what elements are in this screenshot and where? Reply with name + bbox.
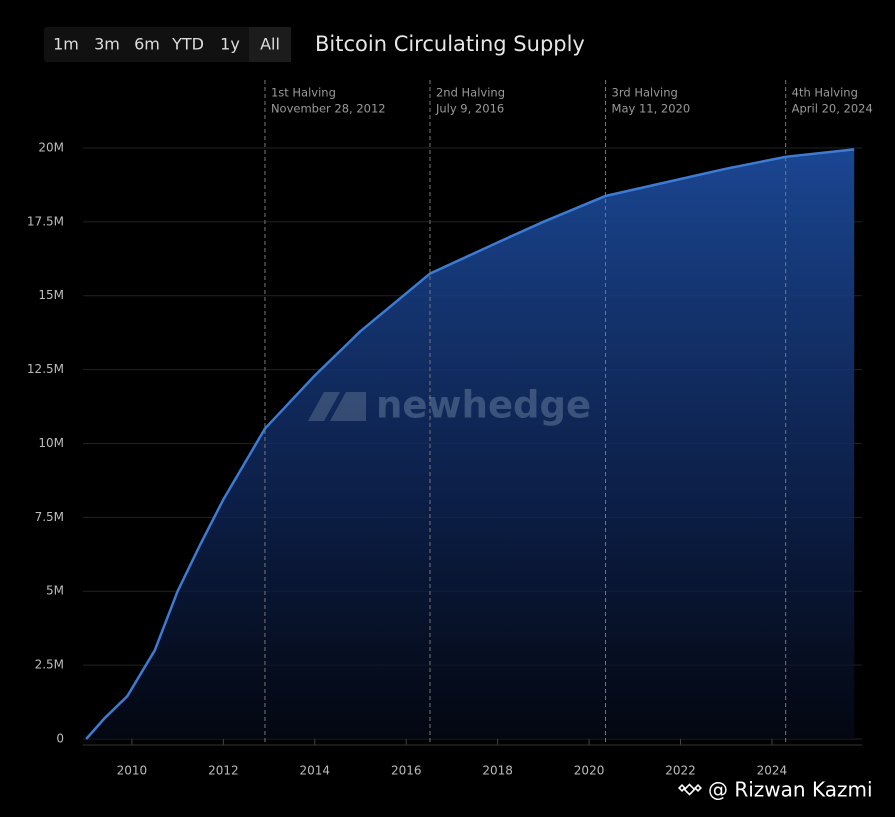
- x-tick-label: 2014: [300, 764, 331, 778]
- y-tick-label: 0: [56, 732, 64, 746]
- y-tick-label: 17.5M: [27, 214, 64, 228]
- x-tick-label: 2010: [117, 764, 148, 778]
- y-tick-label: 15M: [38, 288, 64, 302]
- line: [85, 148, 855, 740]
- credit-icon: [678, 783, 702, 796]
- range-selector: [44, 27, 291, 62]
- active-range: [249, 27, 291, 62]
- halving-label: 2nd Halving: [436, 86, 505, 100]
- watermark: newhedge: [376, 384, 591, 427]
- x-tick-label: 2016: [391, 764, 422, 778]
- y-tick-label: 20M: [38, 140, 64, 154]
- halving-date: April 20, 2024: [792, 102, 873, 116]
- range-button[interactable]: 3m: [94, 35, 120, 54]
- range-button[interactable]: 1m: [53, 35, 79, 54]
- area-fill: [86, 149, 855, 739]
- range-button[interactable]: 1y: [220, 35, 240, 54]
- halving-label: 1st Halving: [271, 86, 336, 100]
- range-button[interactable]: YTD: [171, 35, 204, 54]
- range-button[interactable]: All: [260, 35, 280, 54]
- halving-date: July 9, 2016: [435, 102, 504, 116]
- y-tick-label: 2.5M: [35, 658, 64, 672]
- halving-label: 3rd Halving: [612, 86, 678, 100]
- x-tick-label: 2022: [665, 764, 696, 778]
- range-button[interactable]: 6m: [134, 35, 160, 54]
- y-tick-label: 12.5M: [27, 362, 64, 376]
- halving-date: November 28, 2012: [271, 102, 386, 116]
- x-tick-label: 2012: [208, 764, 239, 778]
- x-tick-label: 2020: [574, 764, 605, 778]
- credit: @ Rizwan Kazmi: [708, 778, 873, 802]
- halving-date: May 11, 2020: [612, 102, 691, 116]
- y-tick-label: 10M: [38, 436, 64, 450]
- y-tick-label: 7.5M: [35, 510, 64, 524]
- x-tick-label: 2018: [482, 764, 513, 778]
- y-tick-label: 5M: [46, 584, 64, 598]
- x-tick-label: 2024: [757, 764, 788, 778]
- watermark-logo: [308, 392, 366, 421]
- chart-title: Bitcoin Circulating Supply: [315, 32, 585, 56]
- halving-label: 4th Halving: [792, 86, 858, 100]
